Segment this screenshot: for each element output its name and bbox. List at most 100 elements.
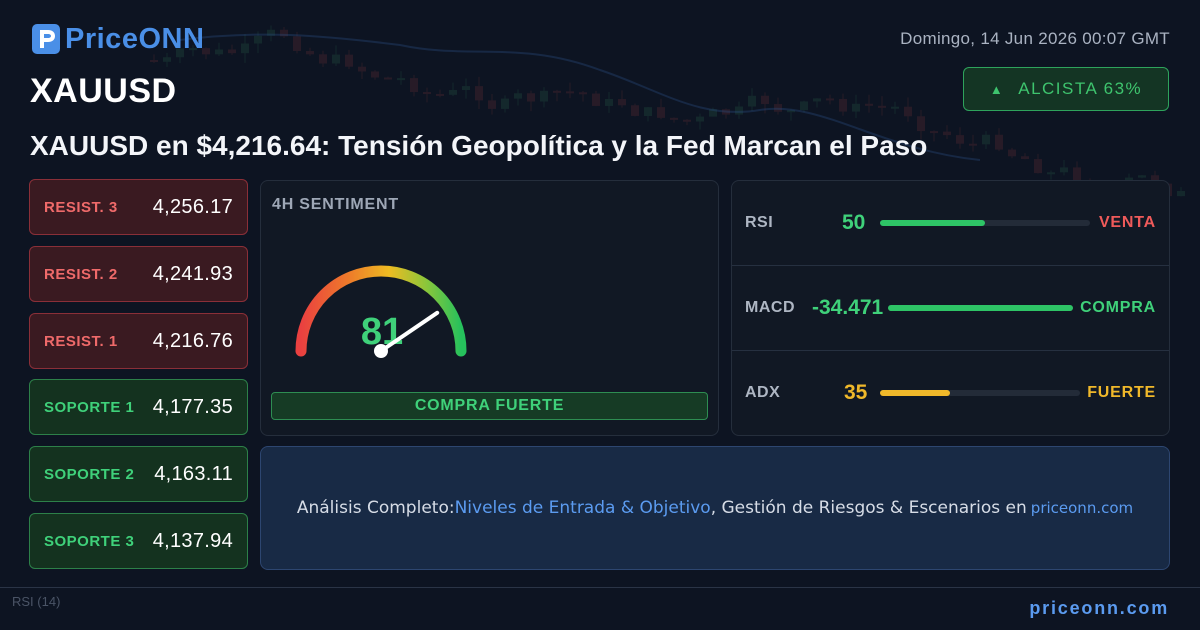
background-candle xyxy=(475,86,483,101)
indicator-bar-fill xyxy=(880,390,950,396)
level-support-2: SOPORTE 2 4,163.11 xyxy=(29,446,248,502)
background-candle xyxy=(241,43,249,54)
background-candle xyxy=(280,29,288,37)
footer-divider xyxy=(0,587,1200,588)
indicators-panel: RSI 50 VENTA MACD -34.471 COMPRA ADX 35 … xyxy=(731,180,1170,436)
background-candle xyxy=(670,117,678,120)
background-candle xyxy=(397,78,405,81)
background-candle xyxy=(1060,167,1068,173)
trend-badge: ▲ ALCISTA 63% xyxy=(963,67,1169,111)
background-candle xyxy=(1125,177,1133,182)
background-candle xyxy=(631,105,639,116)
background-candle xyxy=(930,131,938,134)
background-candle xyxy=(761,95,769,105)
level-support-1: SOPORTE 1 4,177.35 xyxy=(29,379,248,435)
background-candle xyxy=(1034,159,1042,174)
indicator-row-macd: MACD -34.471 COMPRA xyxy=(732,266,1169,351)
level-resistance-2: RESIST. 2 4,241.93 xyxy=(29,246,248,302)
level-label: RESIST. 1 xyxy=(44,332,118,350)
brand-name: PriceONN xyxy=(65,22,205,55)
background-candle xyxy=(254,35,262,44)
background-candle xyxy=(618,99,626,106)
background-candle xyxy=(566,91,574,94)
up-triangle-icon: ▲ xyxy=(989,81,1005,97)
background-candle xyxy=(306,51,314,55)
background-candle xyxy=(774,104,782,112)
background-candle xyxy=(501,98,509,109)
background-candle xyxy=(722,109,730,115)
background-candle xyxy=(540,90,548,102)
background-candle xyxy=(202,48,210,55)
background-candle xyxy=(605,99,613,106)
indicator-row-adx: ADX 35 FUERTE xyxy=(732,351,1169,435)
gauge-arc xyxy=(295,265,467,357)
indicator-value: -34.471 xyxy=(812,296,884,319)
background-candle xyxy=(1177,190,1185,197)
trend-badge-label: ALCISTA 63% xyxy=(1018,79,1143,98)
background-candle xyxy=(787,110,795,113)
cta-link-entry-levels[interactable]: Niveles de Entrada & Objetivo xyxy=(454,498,711,518)
background-candle xyxy=(683,119,691,122)
background-candle xyxy=(514,93,522,99)
background-candle xyxy=(800,101,808,111)
footer-domain-link[interactable]: priceonn.com xyxy=(1029,598,1169,618)
indicator-row-rsi: RSI 50 VENTA xyxy=(732,181,1169,266)
background-candle xyxy=(1021,156,1029,160)
indicator-bar-fill xyxy=(888,305,1073,311)
cta-middle: , Gestión de Riesgos & Escenarios en xyxy=(710,498,1027,518)
sentiment-panel: 4H SENTIMENT 81 COMPRA FUERTE xyxy=(260,180,719,436)
background-candle xyxy=(995,134,1003,150)
indicator-bar xyxy=(888,305,1073,311)
level-value: 4,177.35 xyxy=(152,395,233,418)
background-candle xyxy=(904,106,912,117)
background-candle xyxy=(436,93,444,96)
background-candle xyxy=(878,105,886,108)
background-candle xyxy=(657,107,665,118)
background-candle xyxy=(709,109,717,117)
background-candle xyxy=(826,98,834,101)
indicator-name: MACD xyxy=(745,299,795,316)
analysis-cta[interactable]: Análisis Completo: Niveles de Entrada & … xyxy=(260,446,1170,570)
background-candle xyxy=(1047,172,1055,175)
background-candle xyxy=(891,106,899,109)
background-candle xyxy=(917,116,925,132)
priceonn-logo-icon xyxy=(32,24,60,54)
background-candle xyxy=(319,54,327,64)
background-candle xyxy=(813,98,821,102)
gauge-needle-hub xyxy=(374,344,388,358)
brand-logo[interactable]: PriceONN xyxy=(32,22,204,56)
background-candle xyxy=(943,131,951,136)
background-candle xyxy=(449,90,457,95)
background-candle xyxy=(839,98,847,112)
level-support-3: SOPORTE 3 4,137.94 xyxy=(29,513,248,569)
background-candle xyxy=(592,93,600,106)
background-candle xyxy=(735,106,743,115)
background-candle xyxy=(371,71,379,78)
background-candle xyxy=(488,100,496,109)
background-candle xyxy=(1138,175,1146,178)
background-candle xyxy=(852,103,860,112)
indicator-bar xyxy=(880,390,1080,396)
background-ma-line xyxy=(179,33,981,161)
indicator-bar xyxy=(880,220,1090,226)
background-candle xyxy=(1151,175,1159,184)
level-label: SOPORTE 1 xyxy=(44,398,135,416)
background-candle xyxy=(579,92,587,95)
background-candle xyxy=(644,107,652,116)
background-candle xyxy=(163,57,171,62)
indicator-bar-fill xyxy=(880,220,985,226)
background-candle xyxy=(1008,149,1016,157)
sentiment-title: 4H SENTIMENT xyxy=(272,196,399,213)
background-candle xyxy=(189,48,197,51)
background-candle xyxy=(956,135,964,144)
background-rsi-label: RSI (14) xyxy=(12,594,61,609)
background-candle xyxy=(553,90,561,93)
background-candle xyxy=(345,54,353,67)
level-value: 4,163.11 xyxy=(154,462,233,485)
cta-domain-link[interactable]: priceonn.com xyxy=(1030,499,1134,517)
background-candle xyxy=(527,93,535,102)
sentiment-gauge: 81 xyxy=(295,265,467,358)
sentiment-verdict: COMPRA FUERTE xyxy=(271,392,708,420)
background-candle xyxy=(696,116,704,122)
background-candle xyxy=(410,78,418,93)
